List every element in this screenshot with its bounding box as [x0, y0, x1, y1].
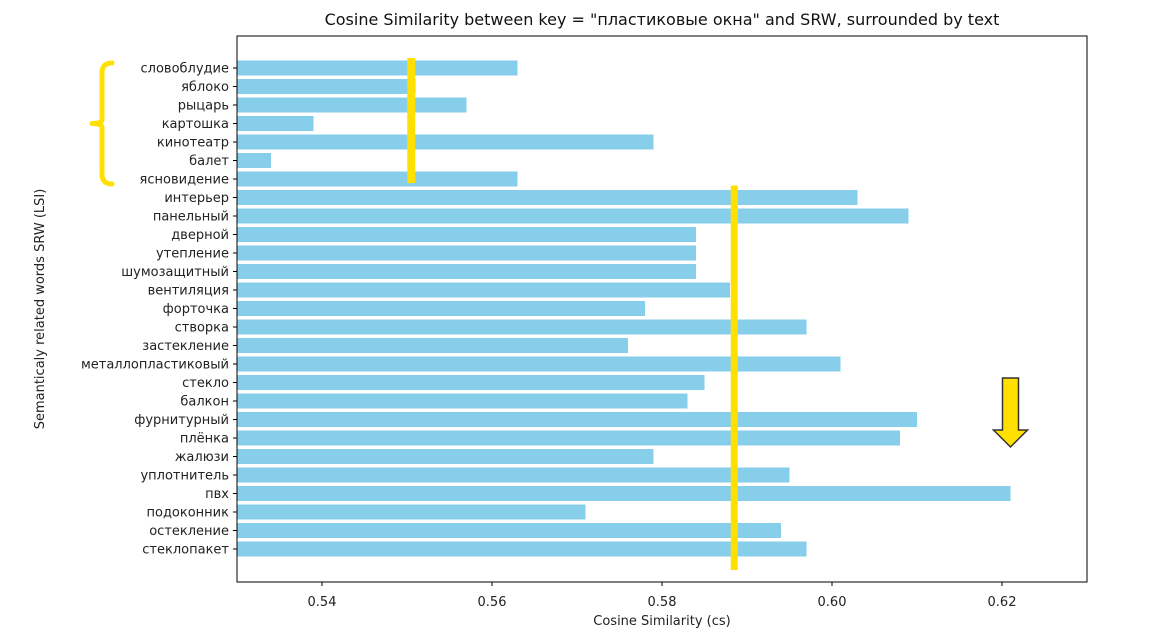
y-tick-label: яблоко	[181, 80, 229, 95]
y-tick-label: фурнитурный	[134, 413, 229, 428]
y-tick-label: интерьер	[164, 191, 229, 206]
bar	[237, 430, 900, 446]
y-tick-label: створка	[175, 321, 229, 336]
bar	[237, 116, 314, 131]
y-tick-label: ясновидение	[140, 173, 229, 188]
y-tick-label: застекление	[142, 339, 229, 354]
bar	[237, 208, 909, 224]
bar	[237, 264, 696, 279]
y-tick-label: утепление	[156, 247, 229, 262]
group-bracket	[89, 60, 115, 187]
y-tick-label: стеклопакет	[142, 543, 229, 558]
y-tick-label: картошка	[162, 117, 229, 132]
x-tick-label: 0.62	[988, 595, 1017, 610]
y-tick-label: рыцарь	[178, 99, 229, 114]
y-tick-label: плёнка	[180, 432, 229, 447]
y-tick-label: шумозащитный	[121, 265, 229, 280]
y-tick-label: жалюзи	[175, 450, 229, 465]
y-tick-label: форточка	[163, 302, 229, 317]
y-tick-label: остекление	[149, 524, 229, 539]
bar	[237, 171, 518, 187]
x-tick-label: 0.58	[648, 595, 677, 610]
arrow-down-icon	[991, 377, 1030, 449]
y-tick-label: балкон	[180, 395, 229, 410]
bar	[237, 301, 645, 316]
x-tick-label: 0.60	[818, 595, 847, 610]
y-tick-label: панельный	[153, 210, 229, 225]
chart-title: Cosine Similarity between key = "пластик…	[325, 10, 1000, 29]
bar	[237, 227, 696, 242]
y-tick-label: дверной	[171, 228, 229, 243]
y-tick-label: балет	[189, 154, 229, 169]
y-tick-label: пвх	[205, 487, 229, 502]
y-tick-label: кинотеатр	[157, 136, 229, 151]
bar	[237, 245, 696, 261]
bars-group	[237, 60, 1011, 557]
x-tick-label: 0.54	[308, 595, 337, 610]
bar	[237, 319, 807, 335]
y-tick-label: стекло	[182, 376, 229, 391]
bar	[237, 153, 271, 168]
bar	[237, 486, 1011, 501]
bar	[237, 467, 790, 483]
bar	[237, 97, 467, 113]
bar	[237, 134, 654, 150]
bar	[237, 541, 807, 557]
bar	[237, 338, 628, 353]
x-axis: 0.54 0.56 0.58 0.60 0.62	[308, 582, 1017, 610]
x-axis-title: Cosine Similarity (cs)	[593, 614, 730, 629]
bar	[237, 356, 841, 372]
bar	[237, 375, 705, 390]
bar	[237, 282, 730, 298]
bar	[237, 393, 688, 409]
annotation-group	[89, 58, 1030, 570]
y-axis: словоблудие яблоко рыцарь картошка кинотеатр…	[81, 62, 237, 558]
y-axis-title: Semanticaly related words SRW (LSI)	[33, 189, 48, 430]
bar	[237, 412, 917, 427]
bar	[237, 60, 518, 76]
y-tick-label: вентиляция	[148, 284, 229, 299]
y-tick-label: металлопластиковый	[81, 358, 229, 373]
x-tick-label: 0.56	[478, 595, 507, 610]
bar	[237, 449, 654, 464]
y-tick-label: уплотнитель	[140, 469, 229, 484]
bar	[237, 79, 416, 94]
bar	[237, 190, 858, 205]
y-tick-label: словоблудие	[141, 62, 229, 77]
bar	[237, 523, 781, 538]
bar	[237, 504, 586, 520]
y-tick-label: подоконник	[146, 506, 229, 521]
